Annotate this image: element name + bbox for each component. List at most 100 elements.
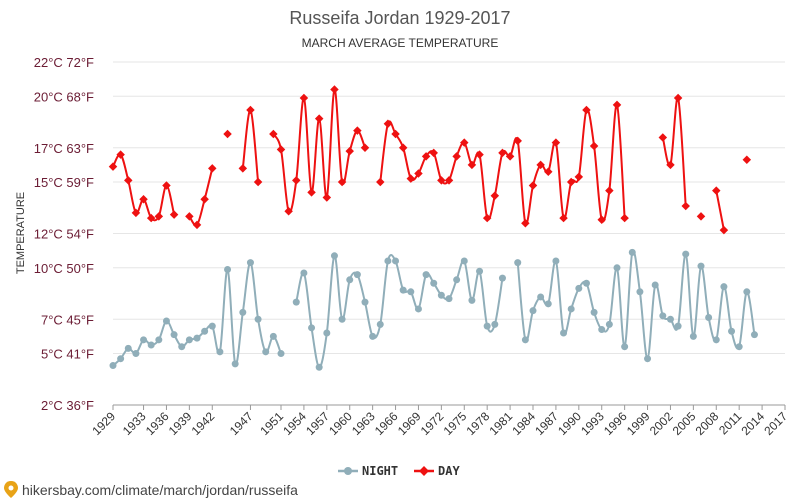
x-tick-label: 1996 (601, 409, 630, 438)
chart-title: Russeifa Jordan 1929-2017 (289, 8, 510, 28)
x-tick-label: 1972 (418, 409, 447, 438)
legend-item-day[interactable]: DAY (414, 464, 460, 478)
night-point (743, 288, 751, 296)
day-point (116, 150, 125, 159)
night-point (193, 334, 201, 342)
day-point (574, 172, 584, 182)
night-point (712, 336, 720, 344)
day-point (612, 100, 622, 110)
grid-lines (112, 61, 786, 410)
x-tick-label: 1987 (532, 409, 561, 438)
x-tick-label: 1978 (464, 409, 493, 438)
night-point (445, 295, 453, 303)
night-point (117, 355, 125, 363)
night-point (353, 271, 361, 279)
x-tick-label: 1969 (395, 409, 424, 438)
footer-link[interactable]: hikersbay.com/climate/march/jordan/russe… (4, 481, 298, 498)
day-point (292, 176, 301, 185)
day-line (715, 190, 725, 231)
day-point (314, 114, 324, 123)
day-line (661, 96, 687, 207)
night-point (216, 348, 224, 356)
night-point (460, 257, 468, 265)
day-point (345, 146, 354, 156)
day-point (505, 152, 515, 161)
y-tick-labels: 2°C 36°F 5°C 41°F 7°C 45°F 10°C 50°F 12°C 54… (34, 55, 94, 413)
y-tick-label: 10°C 50°F (34, 261, 94, 276)
day-line (188, 168, 214, 227)
day-point (322, 193, 332, 202)
y-tick-label: 17°C 63°F (34, 141, 94, 156)
night-point (109, 362, 117, 370)
night-point (750, 331, 758, 339)
night-point (346, 276, 354, 284)
x-tick-label: 1993 (578, 409, 607, 438)
y-tick-label: 5°C 41°F (41, 347, 94, 362)
night-point (262, 348, 270, 356)
night-point (582, 279, 590, 287)
night-point (514, 259, 522, 267)
night-point (720, 283, 728, 291)
night-point (140, 336, 148, 344)
y-tick-label: 12°C 54°F (34, 227, 94, 242)
day-point (566, 177, 576, 187)
night-point (575, 284, 583, 292)
night-point (529, 307, 537, 315)
night-point (697, 262, 705, 270)
x-tick-label: 1966 (372, 409, 401, 438)
night-point (628, 248, 636, 256)
night-point (308, 324, 316, 332)
x-tick-label: 2014 (738, 409, 767, 438)
night-point (178, 343, 186, 351)
night-point (621, 343, 629, 351)
night-line (516, 249, 756, 360)
night-point (300, 269, 308, 277)
legend-item-night[interactable]: NIGHT (338, 464, 398, 478)
day-point (444, 176, 454, 185)
day-point (269, 129, 278, 139)
night-point (254, 315, 262, 323)
x-tick-label: 1990 (555, 409, 584, 438)
night-line (295, 254, 504, 369)
x-tick-label: 1936 (143, 409, 172, 438)
footer-url[interactable]: hikersbay.com/climate/march/jordan/russe… (22, 482, 298, 498)
night-point (666, 315, 674, 323)
day-point (223, 129, 232, 139)
legend[interactable]: NIGHT DAY (338, 464, 460, 478)
night-point (231, 360, 239, 368)
x-tick-label: 2005 (670, 409, 699, 438)
day-point (605, 186, 614, 195)
day-point (414, 169, 423, 178)
day-point (246, 105, 255, 115)
day-point (360, 143, 370, 152)
night-point (651, 281, 659, 289)
x-tick-label: 1984 (509, 409, 538, 438)
night-point (521, 336, 529, 344)
x-tick-label: 1939 (166, 409, 195, 438)
night-point (735, 343, 743, 351)
night-point (659, 312, 667, 320)
x-tick-label: 2008 (693, 409, 722, 438)
night-point (338, 315, 346, 323)
night-point (224, 266, 232, 274)
day-point (146, 213, 156, 223)
y-tick-label: 7°C 45°F (41, 312, 94, 327)
night-point (430, 279, 438, 287)
night-point (483, 322, 491, 330)
night-point (498, 274, 506, 282)
night-point (567, 305, 575, 313)
day-point (475, 150, 484, 159)
day-point (696, 212, 706, 221)
legend-night-label: NIGHT (362, 464, 398, 478)
x-tick-label: 1929 (89, 409, 118, 438)
night-point (560, 329, 568, 337)
day-point (589, 141, 599, 151)
night-point (437, 291, 445, 299)
y-tick-label: 20°C 68°F (34, 89, 94, 104)
day-point (154, 212, 164, 221)
night-point (590, 308, 598, 316)
night-point (330, 252, 338, 260)
day-point (139, 194, 148, 204)
night-point (124, 344, 132, 352)
y-tick-label: 2°C 36°F (41, 398, 94, 413)
